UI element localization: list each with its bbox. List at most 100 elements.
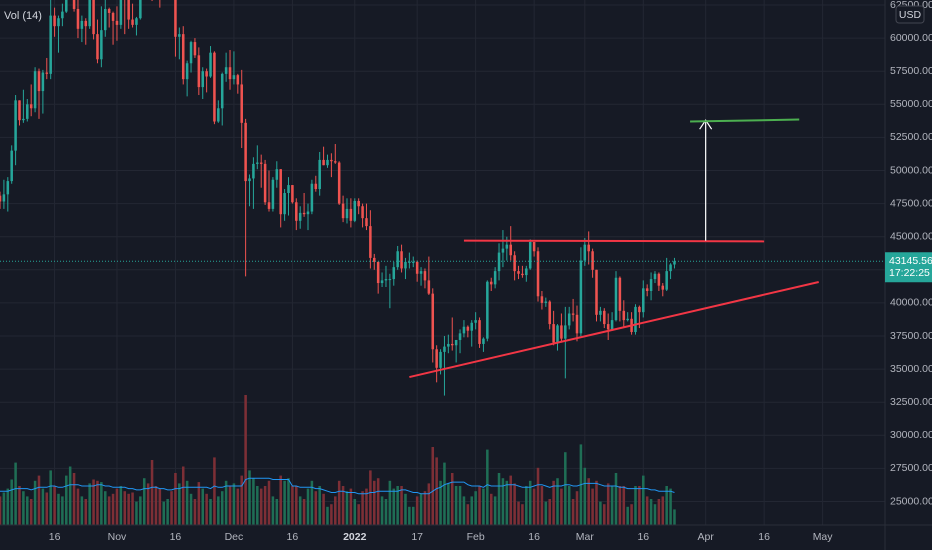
candle-body (587, 244, 590, 252)
volume-bar (57, 493, 60, 525)
volume-bar (435, 457, 438, 525)
x-tick-label: May (813, 531, 834, 543)
candle-body (404, 261, 407, 269)
candle-body (427, 280, 431, 294)
candle-body (618, 277, 622, 311)
volume-bar (2, 492, 6, 525)
candle-body (521, 273, 524, 276)
candle-body (37, 71, 41, 92)
volume-bar (306, 488, 310, 525)
candle-body (669, 264, 672, 272)
candle-body (139, 0, 142, 19)
candle-body (575, 314, 579, 334)
candle-body (544, 301, 548, 303)
candle-body (400, 251, 403, 269)
candle-body (6, 181, 10, 195)
candle-body (92, 0, 95, 35)
volume-bar (318, 486, 321, 525)
volume-bar (439, 480, 442, 525)
volume-bar (256, 486, 259, 525)
x-tick-label: 16 (287, 531, 299, 543)
candle-body (497, 252, 501, 272)
volume-bar (396, 486, 399, 525)
candle-body (415, 261, 419, 274)
volume-bar (213, 457, 216, 525)
candle-body (49, 15, 52, 74)
volume-bar (634, 486, 637, 525)
candle-body (478, 320, 481, 344)
volume-bar (525, 486, 528, 525)
volume-bar (334, 496, 337, 525)
candle-body (470, 322, 474, 331)
x-tick-label: 17 (411, 531, 423, 543)
volume-bar (458, 486, 462, 525)
volume-bar (29, 499, 33, 525)
volume-bar (497, 473, 501, 525)
volume-bar (618, 486, 622, 525)
y-tick-label: 62500.00 (890, 0, 932, 11)
volume-bar (236, 488, 240, 525)
candle-body (583, 244, 587, 261)
candle-body (603, 310, 606, 325)
volume-bar (322, 493, 325, 525)
volume-bar (345, 491, 349, 525)
currency-box[interactable] (895, 5, 925, 24)
volume-bar (388, 480, 392, 525)
candle-body (482, 338, 485, 344)
volume-bar (26, 496, 29, 525)
candle-body (205, 71, 208, 77)
volume-bar (567, 486, 571, 525)
indicator-label: Vol (14) (4, 10, 42, 22)
candle-body (579, 260, 583, 334)
candle-body (100, 30, 103, 60)
candle-body (220, 73, 224, 109)
candle-body (181, 34, 185, 80)
candle-body (334, 161, 337, 163)
candle-body (673, 261, 676, 265)
candle-body (298, 212, 302, 221)
candle-body (310, 183, 314, 212)
volume-bar (486, 449, 489, 525)
volume-bar (326, 506, 329, 525)
volume-bar (466, 504, 470, 525)
candle-body (458, 333, 462, 340)
candle-body (224, 67, 228, 74)
candle-body (509, 244, 512, 256)
candle-body (228, 67, 232, 80)
volume-bar (178, 483, 181, 525)
volume-bar (591, 488, 594, 525)
volume-bar (427, 483, 431, 525)
axes: 25000.00 27500.00 30000.00 32500.00 35000.00… (49, 0, 932, 543)
volume-bar (205, 493, 208, 525)
volume-bar (131, 492, 134, 525)
volume-bar (384, 499, 388, 525)
volume-ma-line (0, 477, 675, 495)
candle-body (326, 159, 329, 166)
volume-bar (135, 501, 138, 525)
volume-bar (501, 478, 505, 525)
candle-body (653, 273, 657, 280)
volume-bar (599, 501, 602, 525)
candle-body (287, 185, 290, 194)
volume-bar (645, 496, 649, 525)
volume-bar (552, 480, 555, 525)
currency-label[interactable]: USD (899, 9, 922, 21)
candle-body (505, 244, 509, 249)
volume-bar (166, 499, 169, 525)
volume-bar (127, 493, 130, 525)
volume-bar (84, 499, 88, 525)
candle-body (365, 218, 368, 227)
candle-body (341, 203, 345, 219)
volume-bar (470, 496, 474, 525)
candle-body (528, 241, 532, 269)
candle-body (661, 285, 665, 290)
candle-body (174, 0, 177, 37)
candle-body (513, 255, 516, 272)
plot-area (0, 0, 885, 525)
candle-body (279, 169, 282, 215)
y-tick-label: 52500.00 (890, 131, 932, 143)
y-tick-label: 30000.00 (890, 429, 932, 441)
volume-bar (115, 488, 119, 525)
volume-bar (528, 480, 532, 525)
